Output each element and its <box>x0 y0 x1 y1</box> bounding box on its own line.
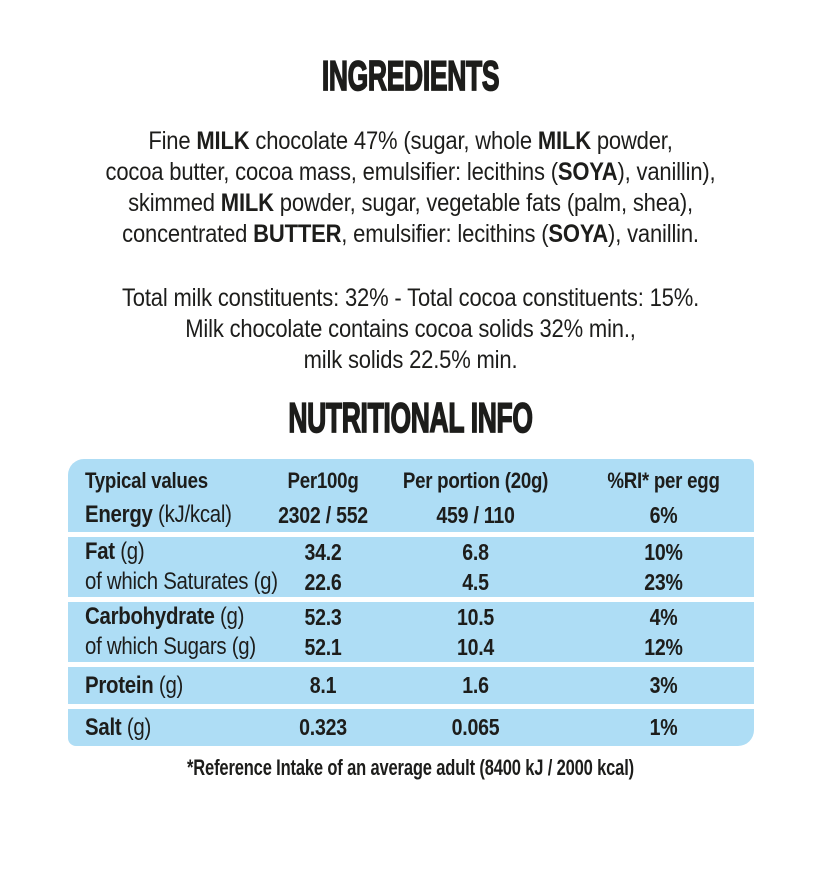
nutrient-value: 1.6 <box>461 672 489 698</box>
table-row: of which Saturates (g) 22.6 4.5 23% <box>68 567 754 597</box>
header-cell-typical-values: Typical values <box>68 468 268 494</box>
nutrient-label-cell: Energy (kJ/kcal) <box>68 501 268 529</box>
nutrient-value-cell: 1.6 <box>378 672 573 699</box>
nutrient-label: of which Sugars (g) <box>84 633 256 660</box>
nutrient-value: 10% <box>643 538 683 565</box>
col-per-portion-label: Per portion (20g) <box>402 468 548 493</box>
nutrient-label-cell: Salt (g) <box>68 714 268 742</box>
table-row: of which Sugars (g) 52.1 10.4 12% <box>68 632 754 662</box>
nutrient-value: 8.1 <box>309 672 336 698</box>
nutritional-info-title: NUTRITIONAL INFO <box>288 394 534 441</box>
nutrient-value-cell: 459 / 110 <box>378 502 573 529</box>
table-row: Fat (g) 34.2 6.8 10% <box>68 537 754 567</box>
col-per-100g-label: Per100g <box>286 468 358 493</box>
nutrient-value: 6% <box>649 501 677 528</box>
nutrient-value: 4.5 <box>461 568 489 595</box>
table-header-row: Typical values Per100g Per portion (20g)… <box>68 464 754 498</box>
nutrient-label: Fat (g) <box>84 538 145 565</box>
nutrient-label: Energy (kJ/kcal) <box>84 501 232 528</box>
reference-intake-footnote: *Reference Intake of an average adult (8… <box>187 755 634 780</box>
nutrient-label-cell: Protein (g) <box>68 672 268 700</box>
nutrient-value: 10.5 <box>456 603 494 630</box>
ingredients-text: Fine MILK chocolate 47% (sugar, whole MI… <box>105 127 716 248</box>
nutrient-label: Protein (g) <box>84 671 183 699</box>
header-cell-per-portion: Per portion (20g) <box>378 468 573 494</box>
nutrition-group: Salt (g) 0.323 0.065 1% <box>67 709 754 746</box>
nutrition-group: Protein (g) 8.1 1.6 3% <box>67 667 754 704</box>
nutrient-value: 2302 / 552 <box>277 501 368 528</box>
nutrient-value-cell: 23% <box>573 569 754 596</box>
nutrient-label-cell: of which Saturates (g) <box>68 568 278 596</box>
nutrient-value-cell: 2302 / 552 <box>268 502 378 529</box>
product-nutrition-label: INGREDIENTS Fine MILK chocolate 47% (sug… <box>0 52 821 876</box>
nutrient-value-cell: 8.1 <box>268 672 378 699</box>
table-row: Protein (g) 8.1 1.6 3% <box>68 667 754 704</box>
nutrient-value-cell: 22.6 <box>268 569 378 596</box>
nutrient-value: 52.1 <box>303 633 342 660</box>
nutrition-group: Carbohydrate (g) 52.3 10.5 4% of which Sugar… <box>67 602 754 662</box>
nutrient-value: 22.6 <box>303 568 342 595</box>
nutrient-value: 6.8 <box>461 538 489 565</box>
table-row: Carbohydrate (g) 52.3 10.5 4% <box>68 602 754 632</box>
nutrient-value: 3% <box>649 672 677 698</box>
nutrient-value-cell: 10.4 <box>378 634 573 661</box>
nutrient-value-cell: 34.2 <box>268 539 378 566</box>
nutrition-group: Fat (g) 34.2 6.8 10% of which Saturates (g) 2… <box>67 537 754 597</box>
table-row: Energy (kJ/kcal) 2302 / 552 459 / 110 6% <box>68 498 754 532</box>
nutrition-group-energy: Typical values Per100g Per portion (20g)… <box>67 459 754 532</box>
nutrient-label-cell: Fat (g) <box>68 538 268 566</box>
nutrient-value: 459 / 110 <box>435 501 515 528</box>
nutrient-value-cell: 12% <box>573 634 754 661</box>
nutrient-value-cell: 0.323 <box>268 714 378 741</box>
nutrient-value: 1% <box>649 714 677 740</box>
nutrient-value-cell: 6.8 <box>378 539 573 566</box>
nutrient-value: 23% <box>643 568 683 595</box>
nutrient-label: Salt (g) <box>84 713 151 741</box>
nutrient-value: 12% <box>643 633 683 660</box>
nutrient-value: 0.323 <box>298 714 347 740</box>
nutrient-value: 52.3 <box>303 603 342 630</box>
nutrient-label-cell: of which Sugars (g) <box>68 633 268 661</box>
nutrient-label: of which Saturates (g) <box>84 568 278 595</box>
nutrient-value-cell: 52.3 <box>268 604 378 631</box>
ingredients-title: INGREDIENTS <box>321 52 500 99</box>
nutrient-value: 34.2 <box>303 538 342 565</box>
nutrient-value-cell: 52.1 <box>268 634 378 661</box>
nutrient-value-cell: 1% <box>573 714 754 741</box>
nutrient-value: 4% <box>649 603 677 630</box>
nutrient-value-cell: 0.065 <box>378 714 573 741</box>
nutrient-label-cell: Carbohydrate (g) <box>68 603 268 631</box>
nutrient-value-cell: 10% <box>573 539 754 566</box>
constituents-text: Total milk constituents: 32% - Total coc… <box>121 284 700 374</box>
col-typical-values-label: Typical values <box>84 468 208 493</box>
col-ri-per-egg-label: %RI* per egg <box>606 468 720 493</box>
header-cell-per-100g: Per100g <box>268 468 378 494</box>
nutrient-value-cell: 3% <box>573 672 754 699</box>
nutrient-label: Carbohydrate (g) <box>84 603 244 630</box>
nutrient-value-cell: 6% <box>573 502 754 529</box>
table-row: Salt (g) 0.323 0.065 1% <box>68 709 754 746</box>
nutrient-value-cell: 4.5 <box>378 569 573 596</box>
nutrient-value-cell: 4% <box>573 604 754 631</box>
header-cell-ri-per-egg: %RI* per egg <box>573 468 754 494</box>
nutrient-value: 10.4 <box>456 633 494 660</box>
nutrient-value-cell: 10.5 <box>378 604 573 631</box>
nutrition-table: Typical values Per100g Per portion (20g)… <box>67 459 754 746</box>
nutrient-value: 0.065 <box>451 714 499 740</box>
